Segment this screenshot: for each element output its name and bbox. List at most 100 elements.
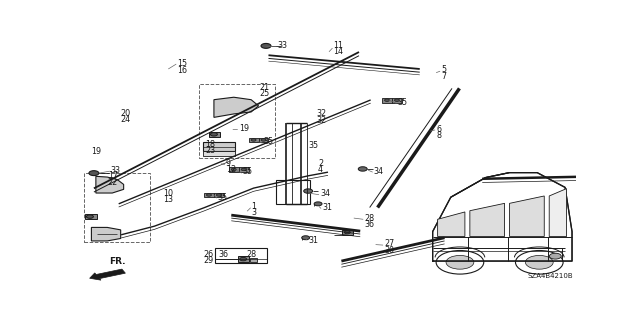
Text: 31: 31	[308, 236, 318, 245]
Text: 12: 12	[226, 166, 236, 174]
Circle shape	[240, 257, 246, 261]
Text: 35: 35	[397, 98, 408, 107]
Text: 35: 35	[264, 137, 274, 146]
Bar	[239, 167, 249, 172]
Circle shape	[344, 231, 350, 234]
Text: 19: 19	[239, 124, 249, 133]
Bar	[203, 151, 236, 156]
Text: 31: 31	[322, 203, 332, 212]
Text: 35: 35	[243, 167, 253, 176]
Text: 36: 36	[219, 250, 229, 259]
Text: 30: 30	[384, 246, 394, 255]
Text: 1: 1	[252, 202, 257, 211]
Text: 21: 21	[260, 83, 269, 92]
Text: 35: 35	[308, 141, 318, 150]
Text: 14: 14	[333, 47, 344, 56]
Bar	[204, 193, 214, 197]
Circle shape	[216, 194, 221, 196]
Text: 3: 3	[252, 208, 257, 217]
Bar	[259, 138, 269, 142]
Text: 33: 33	[111, 166, 121, 175]
Bar	[382, 98, 392, 103]
Circle shape	[207, 194, 211, 196]
Text: 32: 32	[316, 116, 326, 125]
Text: 19: 19	[91, 147, 101, 156]
Bar	[209, 132, 220, 137]
Bar	[214, 193, 224, 197]
Bar	[276, 180, 310, 204]
Circle shape	[394, 99, 399, 101]
Bar	[237, 256, 249, 262]
Text: 20: 20	[121, 109, 131, 118]
Text: 13: 13	[163, 195, 173, 204]
Text: 5: 5	[441, 65, 446, 74]
Circle shape	[231, 168, 236, 171]
Text: 22: 22	[108, 178, 118, 187]
Text: 10: 10	[163, 189, 173, 197]
Text: 23: 23	[205, 146, 215, 155]
Polygon shape	[470, 203, 504, 236]
Text: 9: 9	[226, 159, 231, 168]
Bar	[248, 138, 259, 142]
Text: 2: 2	[318, 159, 323, 168]
Circle shape	[314, 202, 322, 206]
Text: 33: 33	[277, 41, 287, 50]
Text: 7: 7	[441, 71, 446, 81]
Circle shape	[261, 139, 266, 141]
Polygon shape	[438, 212, 465, 236]
Bar	[84, 173, 150, 242]
Circle shape	[385, 99, 390, 101]
Text: 35: 35	[218, 193, 228, 202]
Text: 34: 34	[320, 189, 330, 198]
Circle shape	[89, 171, 99, 175]
Text: 4: 4	[318, 166, 323, 174]
Text: 32: 32	[316, 109, 326, 118]
Text: 29: 29	[203, 256, 213, 265]
PathPatch shape	[92, 227, 121, 241]
Circle shape	[251, 139, 256, 141]
Circle shape	[549, 253, 561, 259]
Text: 17: 17	[108, 171, 118, 180]
Text: 16: 16	[177, 66, 188, 75]
Text: 25: 25	[260, 89, 270, 98]
Text: 11: 11	[333, 41, 344, 50]
Bar	[216, 248, 268, 263]
Circle shape	[515, 250, 563, 274]
Bar	[198, 85, 275, 158]
Circle shape	[301, 236, 310, 240]
Bar	[250, 258, 257, 262]
Text: 24: 24	[121, 115, 131, 124]
Text: 26: 26	[203, 250, 213, 259]
Text: 36: 36	[364, 220, 374, 229]
Circle shape	[261, 43, 271, 48]
Bar	[392, 98, 402, 103]
Circle shape	[304, 189, 312, 193]
Bar	[203, 142, 236, 151]
Text: 28: 28	[246, 250, 256, 259]
FancyArrow shape	[90, 269, 125, 280]
Polygon shape	[433, 173, 572, 261]
Text: 8: 8	[436, 131, 441, 140]
Circle shape	[525, 256, 553, 269]
Circle shape	[358, 167, 367, 171]
Circle shape	[211, 133, 218, 136]
PathPatch shape	[96, 176, 124, 193]
Polygon shape	[509, 196, 544, 236]
Text: 28: 28	[364, 214, 374, 223]
Circle shape	[86, 215, 93, 218]
Polygon shape	[549, 189, 566, 236]
Bar	[85, 214, 97, 219]
Text: 6: 6	[436, 125, 441, 134]
Text: 34: 34	[374, 167, 383, 176]
Circle shape	[436, 250, 484, 274]
Bar	[342, 230, 353, 235]
Text: SZA4B4210B: SZA4B4210B	[528, 273, 573, 279]
Circle shape	[446, 256, 474, 269]
Bar	[229, 167, 239, 172]
Text: 15: 15	[177, 59, 188, 68]
Text: 18: 18	[205, 140, 215, 149]
Text: FR.: FR.	[109, 257, 125, 266]
Circle shape	[241, 168, 246, 171]
Text: 27: 27	[384, 239, 394, 249]
PathPatch shape	[214, 97, 259, 117]
